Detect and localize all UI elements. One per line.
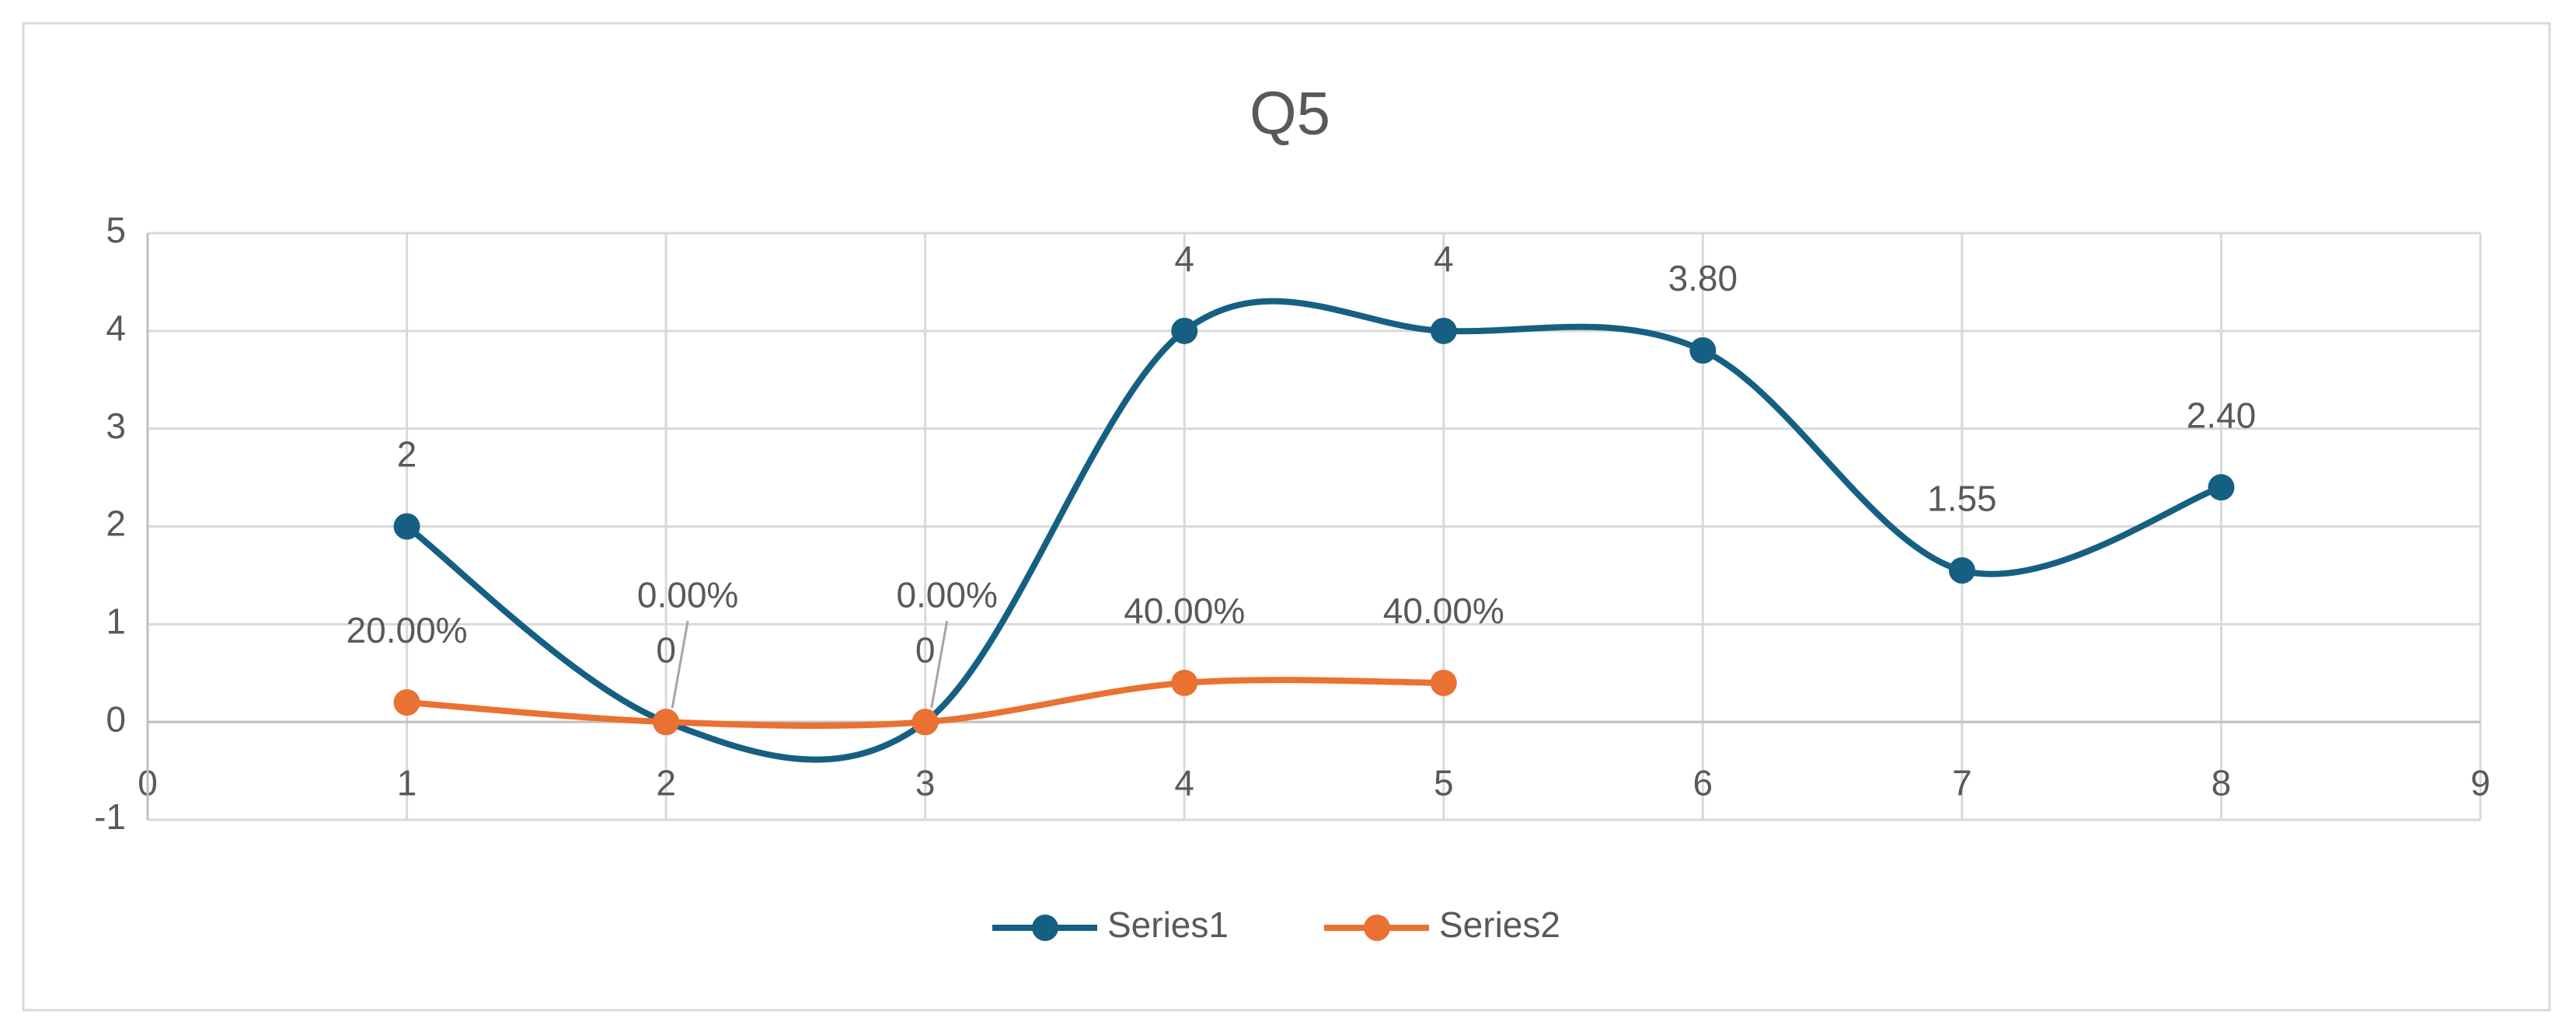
- legend-label: Series2: [1439, 904, 1560, 945]
- data-point: [2208, 474, 2235, 501]
- x-tick-label: 6: [1693, 762, 1713, 803]
- data-label: 4: [1434, 239, 1454, 279]
- data-point: [1171, 317, 1198, 344]
- data-point: [393, 513, 420, 540]
- data-point: [912, 709, 939, 736]
- data-point: [653, 709, 680, 736]
- series-line: [403, 298, 2225, 763]
- x-tick-label: 3: [915, 762, 936, 803]
- data-label: 0: [915, 629, 936, 670]
- legend-marker: [1364, 915, 1390, 941]
- data-label: 0.00%: [896, 574, 997, 615]
- y-tick-label: 4: [106, 308, 126, 348]
- x-tick-label: 1: [397, 762, 417, 803]
- data-point: [393, 689, 420, 716]
- x-tick-label: 5: [1434, 762, 1454, 803]
- x-tick-label: 7: [1952, 762, 1972, 803]
- data-label: 2.40: [2187, 395, 2257, 435]
- x-tick-label: 2: [656, 762, 676, 803]
- y-tick-label: 2: [106, 504, 126, 544]
- x-tick-label: 4: [1174, 762, 1194, 803]
- y-tick-label: 0: [106, 699, 126, 739]
- leader-line: [930, 620, 949, 709]
- data-label: 40.00%: [1383, 591, 1504, 631]
- data-label: 1.55: [1927, 478, 1997, 518]
- data-label: 4: [1174, 239, 1194, 279]
- y-tick-label: 3: [106, 406, 126, 446]
- legend-label: Series1: [1107, 904, 1229, 945]
- y-tick-label: -1: [94, 796, 126, 837]
- y-tick-label: 1: [106, 601, 126, 641]
- x-tick-label: 9: [2470, 762, 2491, 803]
- chart-border: [22, 22, 2551, 1012]
- legend-marker: [1032, 915, 1058, 941]
- data-point: [1171, 669, 1198, 696]
- data-point: [1430, 669, 1457, 696]
- data-point: [1689, 337, 1717, 364]
- data-point: [1430, 317, 1457, 344]
- data-label: 0.00%: [637, 574, 738, 615]
- data-label: 3.80: [1668, 258, 1738, 298]
- chart-title: Q5: [1250, 79, 1330, 148]
- data-point: [1948, 557, 1975, 584]
- data-label: 40.00%: [1124, 591, 1245, 631]
- data-label: 0: [656, 629, 676, 670]
- x-tick-label: 8: [2212, 762, 2232, 803]
- leader-line: [671, 620, 689, 709]
- data-label: 2: [397, 434, 417, 475]
- y-tick-label: 5: [106, 210, 126, 250]
- data-label: 20.00%: [347, 610, 468, 650]
